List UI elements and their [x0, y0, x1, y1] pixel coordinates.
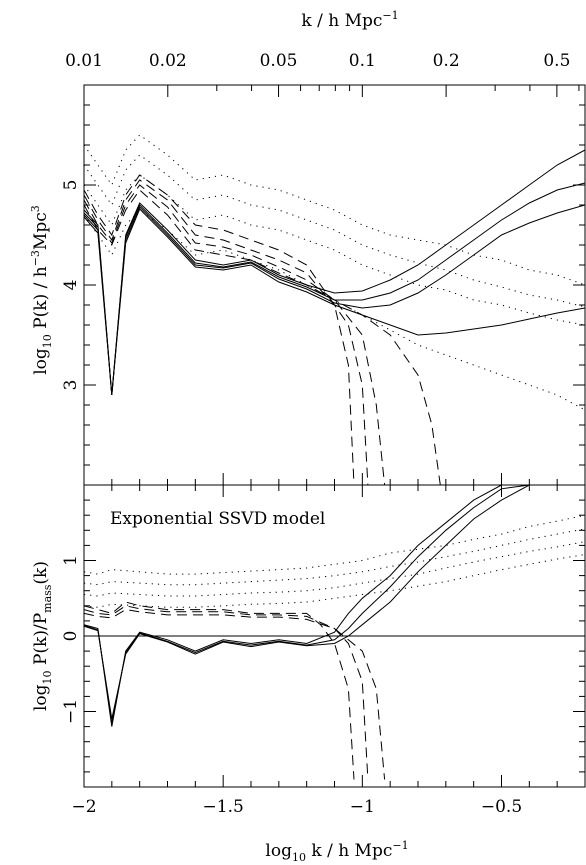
top-series-dotted-line-10	[84, 174, 585, 326]
top-axis-tick-label: 0.2	[433, 51, 460, 71]
bottom-series-solid-line-2	[84, 485, 544, 720]
top-axis-tick-label: 0.05	[260, 51, 298, 71]
x-tick-label: −1.5	[203, 797, 244, 817]
bottom-series-solid-line-1	[84, 485, 530, 723]
top-y-tick-label: 4	[61, 280, 81, 291]
top-series-dashed-line-6	[84, 184, 386, 485]
bottom-panel-frame	[83, 484, 586, 788]
x-axis-label: log10 k / h Mpc−1	[265, 839, 408, 864]
top-series-solid-line-2	[84, 204, 585, 396]
top-series-dotted-line-11	[84, 209, 585, 411]
x-tick-label: −0.5	[481, 797, 522, 817]
bottom-series-solid-line-0	[84, 485, 516, 727]
bottom-series-dashed-line-3	[84, 601, 355, 780]
top-series-solid-line-3	[84, 208, 585, 396]
bottom-series-dotted-line-8	[84, 541, 585, 597]
bottom-y-tick-label: −1	[61, 699, 81, 724]
top-series-dotted-line-8	[84, 134, 585, 286]
top-y-tick-label: 3	[61, 380, 81, 391]
top-series-dashed-line-5	[84, 179, 369, 485]
top-series-solid-line-0	[84, 149, 585, 396]
bottom-panel-y-axis-label: log10 P(k)/Pmass(k)	[31, 561, 54, 711]
top-axis-tick-label: 0.1	[349, 51, 376, 71]
top-y-tick-label: 5	[61, 180, 81, 191]
top-series-dotted-line-9	[84, 154, 585, 308]
top-panel-frame	[83, 84, 586, 486]
x-tick-label: −2	[71, 797, 96, 817]
top-axis-tick-label: 0.02	[149, 51, 187, 71]
bottom-series-dotted-line-9	[84, 554, 585, 608]
top-axis-tick-label: 0.5	[543, 51, 570, 71]
top-panel-y-axis-label: log10 P(k) / h−3Mpc3	[29, 205, 54, 375]
model-annotation: Exponential SSVD model	[110, 509, 325, 529]
bottom-y-tick-label: 0	[61, 631, 81, 642]
top-axis-tick-label: 0.01	[65, 51, 103, 71]
x-tick-label: −1	[350, 797, 375, 817]
bottom-series-dashed-line-5	[84, 609, 386, 780]
bottom-series-dotted-line-7	[84, 528, 585, 586]
top-series-dashed-line-4	[84, 174, 355, 485]
top-axis-label: k / h Mpc−1	[301, 9, 398, 31]
top-series-dashed-line-7	[84, 189, 441, 485]
top-series-solid-line-1	[84, 182, 585, 396]
bottom-series-dashed-line-4	[84, 605, 369, 780]
bottom-y-tick-label: 1	[61, 555, 81, 566]
